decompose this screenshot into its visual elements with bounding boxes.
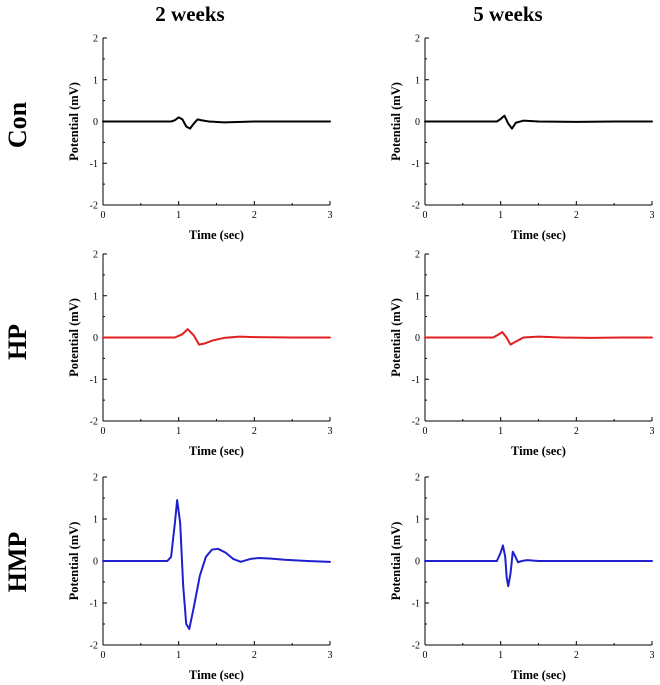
panel-4: -2 -1 0 1 2 0 1 2 3 Time (sec) Potential (mV) bbox=[389, 250, 655, 459]
y-tick-label: 2 bbox=[93, 34, 98, 45]
x-tick-label: 0 bbox=[423, 650, 428, 661]
y-tick-label: 0 bbox=[415, 117, 420, 128]
x-tick-label: 2 bbox=[252, 650, 257, 661]
y-tick-label: -2 bbox=[90, 201, 98, 212]
y-axis-label: Potential (mV) bbox=[389, 82, 403, 161]
y-tick-label: -1 bbox=[412, 599, 420, 610]
y-tick-label: 1 bbox=[415, 75, 420, 86]
x-tick-label: 2 bbox=[574, 426, 579, 437]
x-axis-label: Time (sec) bbox=[189, 668, 244, 682]
x-tick-label: 3 bbox=[650, 210, 655, 221]
y-tick-label: 1 bbox=[93, 291, 98, 302]
x-tick-label: 2 bbox=[252, 426, 257, 437]
y-tick-label: -1 bbox=[412, 159, 420, 170]
x-axis-label: Time (sec) bbox=[511, 228, 566, 242]
x-tick-label: 0 bbox=[101, 650, 106, 661]
x-tick-label: 3 bbox=[328, 426, 333, 437]
x-tick-label: 2 bbox=[574, 650, 579, 661]
y-axis-label: Potential (mV) bbox=[389, 522, 403, 601]
column-title-2-weeks: 2 weeks bbox=[155, 2, 225, 26]
x-tick-label: 1 bbox=[176, 210, 181, 221]
y-tick-label: 0 bbox=[93, 117, 98, 128]
series-line-1 bbox=[424, 331, 653, 346]
y-tick-label: 2 bbox=[415, 473, 420, 484]
x-tick-label: 2 bbox=[252, 210, 257, 221]
y-tick-label: -2 bbox=[90, 417, 98, 428]
x-axis-label: Time (sec) bbox=[189, 444, 244, 458]
series-line-1 bbox=[102, 328, 331, 346]
panel-6: -2 -1 0 1 2 0 1 2 3 Time (sec) Potential (mV) bbox=[389, 473, 655, 683]
x-tick-label: 3 bbox=[650, 426, 655, 437]
x-tick-label: 1 bbox=[176, 426, 181, 437]
series-line-1 bbox=[424, 544, 653, 588]
y-axis-label: Potential (mV) bbox=[67, 522, 81, 601]
x-axis-label: Time (sec) bbox=[511, 444, 566, 458]
x-tick-label: 1 bbox=[498, 210, 503, 221]
series-line-1 bbox=[424, 114, 653, 130]
panel-2: -2 -1 0 1 2 0 1 2 3 Time (sec) Potential (mV) bbox=[389, 34, 655, 243]
y-tick-label: -1 bbox=[90, 375, 98, 386]
column-title-5-weeks: 5 weeks bbox=[473, 2, 543, 26]
y-tick-label: 1 bbox=[93, 75, 98, 86]
y-tick-label: 2 bbox=[415, 34, 420, 45]
y-tick-label: 2 bbox=[415, 250, 420, 261]
x-tick-label: 1 bbox=[498, 650, 503, 661]
x-tick-label: 0 bbox=[101, 426, 106, 437]
y-tick-label: 0 bbox=[93, 333, 98, 344]
series-line-1 bbox=[102, 499, 331, 631]
x-axis-label: Time (sec) bbox=[189, 228, 244, 242]
y-axis-label: Potential (mV) bbox=[67, 82, 81, 161]
y-tick-label: -2 bbox=[412, 641, 420, 652]
y-tick-label: 0 bbox=[415, 557, 420, 568]
x-tick-label: 0 bbox=[423, 426, 428, 437]
y-tick-label: -1 bbox=[90, 599, 98, 610]
y-tick-label: 1 bbox=[93, 515, 98, 526]
x-tick-label: 3 bbox=[328, 650, 333, 661]
y-tick-label: -2 bbox=[412, 417, 420, 428]
x-tick-label: 1 bbox=[498, 426, 503, 437]
y-tick-label: -1 bbox=[412, 375, 420, 386]
x-tick-label: 0 bbox=[423, 210, 428, 221]
y-tick-label: -2 bbox=[412, 201, 420, 212]
x-tick-label: 2 bbox=[574, 210, 579, 221]
x-axis-label: Time (sec) bbox=[511, 668, 566, 682]
panel-5: -2 -1 0 1 2 0 1 2 3 Time (sec) Potential (mV) bbox=[67, 473, 333, 683]
y-axis-label: Potential (mV) bbox=[389, 298, 403, 377]
y-tick-label: 2 bbox=[93, 250, 98, 261]
y-tick-label: 1 bbox=[415, 515, 420, 526]
y-tick-label: 2 bbox=[93, 473, 98, 484]
y-tick-label: 0 bbox=[415, 333, 420, 344]
x-tick-label: 3 bbox=[328, 210, 333, 221]
y-tick-label: 1 bbox=[415, 291, 420, 302]
series-line-1 bbox=[102, 116, 331, 130]
y-axis-label: Potential (mV) bbox=[67, 298, 81, 377]
panel-3: -2 -1 0 1 2 0 1 2 3 Time (sec) Potential (mV) bbox=[67, 250, 333, 459]
y-tick-label: -1 bbox=[90, 159, 98, 170]
x-tick-label: 3 bbox=[650, 650, 655, 661]
panel-1: -2 -1 0 1 2 0 1 2 3 Time (sec) Potential (mV) bbox=[67, 34, 333, 243]
y-tick-label: 0 bbox=[93, 557, 98, 568]
x-tick-label: 1 bbox=[176, 650, 181, 661]
y-tick-label: -2 bbox=[90, 641, 98, 652]
x-tick-label: 0 bbox=[101, 210, 106, 221]
